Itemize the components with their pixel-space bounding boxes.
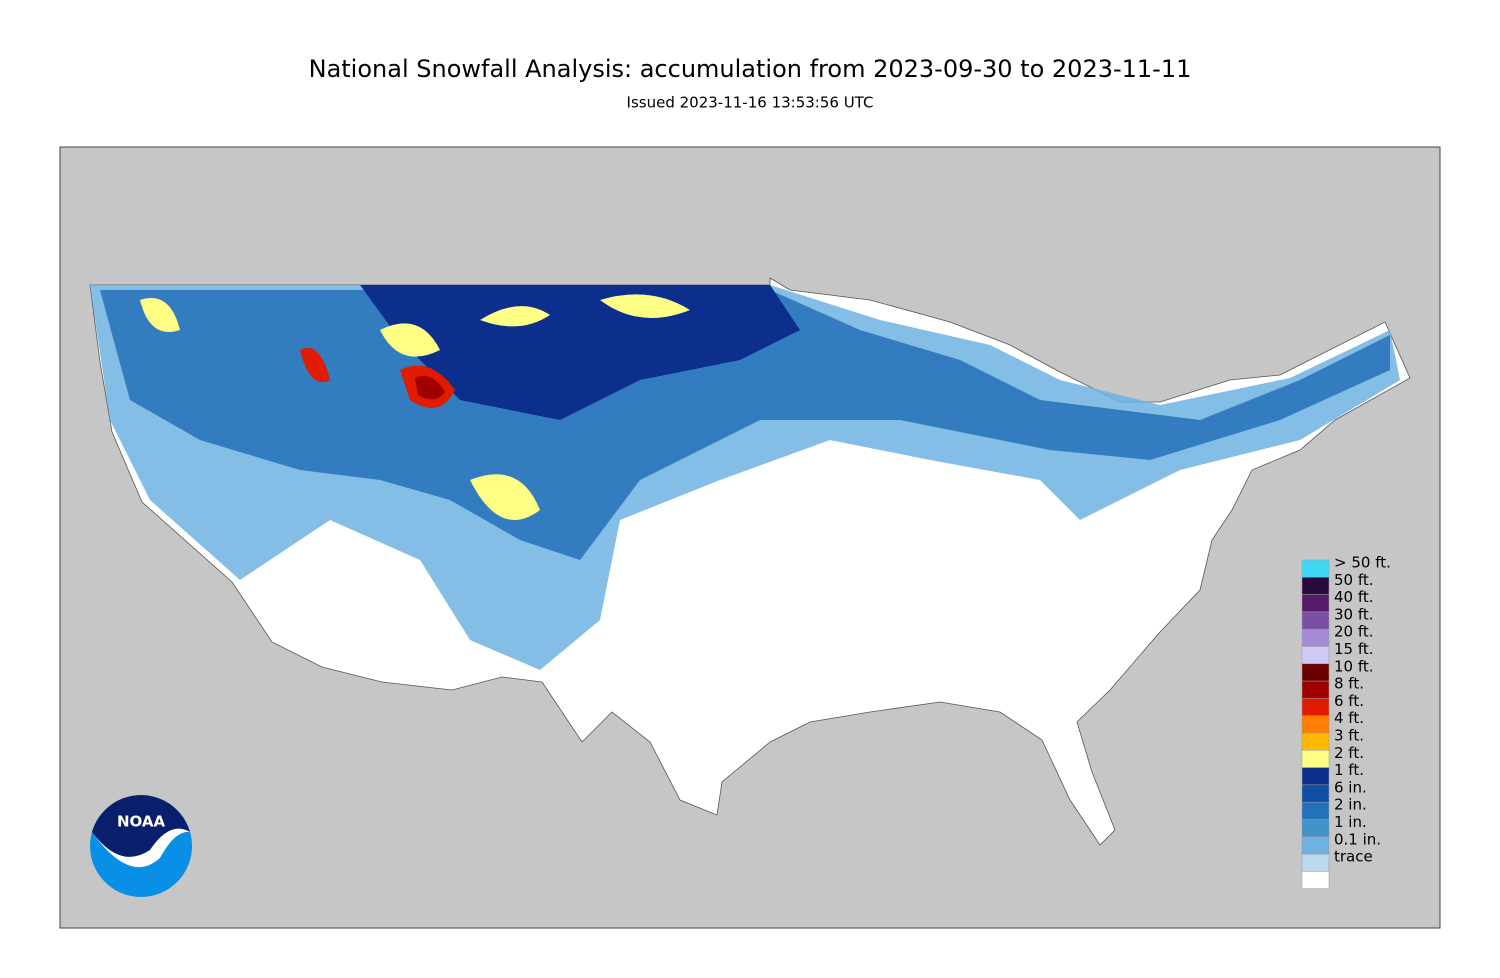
legend-label: 15 ft.	[1334, 640, 1374, 658]
legend-label: 1 in.	[1334, 813, 1367, 831]
legend-label: trace	[1334, 848, 1373, 866]
map	[59, 146, 1441, 929]
legend-swatch	[1301, 559, 1330, 578]
legend-swatch	[1301, 663, 1330, 682]
legend-swatch	[1301, 698, 1330, 716]
legend-label: 10 ft.	[1334, 657, 1374, 675]
legend-label: 50 ft.	[1334, 571, 1374, 589]
logo-swoosh	[92, 828, 190, 868]
legend-swatch	[1301, 853, 1330, 872]
legend-swatch	[1301, 646, 1330, 665]
legend-swatch	[1301, 715, 1330, 734]
legend-swatch	[1301, 611, 1330, 630]
legend-swatch	[1301, 784, 1330, 803]
snow-heavy	[140, 294, 690, 520]
legend-label: 3 ft.	[1334, 727, 1364, 745]
noaa-logo: NOAA	[90, 795, 192, 897]
legend-label: 1 ft.	[1334, 761, 1364, 779]
legend-label: 8 ft.	[1334, 675, 1364, 693]
legend-label: 2 ft.	[1334, 744, 1364, 762]
legend-swatch	[1301, 801, 1330, 820]
title: National Snowfall Analysis: accumulation…	[309, 55, 1192, 83]
legend-label: 6 ft.	[1334, 692, 1364, 710]
legend-swatch	[1301, 750, 1330, 768]
legend-swatch	[1301, 577, 1330, 595]
logo-top	[92, 795, 190, 857]
legend-swatch	[1301, 836, 1330, 855]
legend-label: 2 in.	[1334, 796, 1367, 814]
legend-swatch	[1301, 594, 1330, 613]
legend-swatch	[1301, 680, 1330, 699]
legend-label: 30 ft.	[1334, 605, 1374, 623]
legend-swatch	[1301, 732, 1330, 751]
snow-extreme-core	[415, 375, 445, 400]
legend-label: > 50 ft.	[1334, 554, 1391, 572]
subtitle: Issued 2023-11-16 13:53:56 UTC	[627, 94, 874, 112]
legend-swatch	[1301, 628, 1330, 647]
legend-swatch	[1301, 819, 1330, 838]
legend-swatch	[1301, 767, 1330, 786]
legend-swatch-base	[1301, 871, 1330, 889]
logo-text: NOAA	[117, 813, 166, 831]
legend-label: 40 ft.	[1334, 588, 1374, 606]
legend-label: 4 ft.	[1334, 709, 1364, 727]
legend-label: 6 in.	[1334, 778, 1367, 796]
snow-extreme	[300, 348, 455, 408]
legend: > 50 ft.50 ft.40 ft.30 ft.20 ft.15 ft.10…	[1301, 554, 1391, 889]
legend-label: 20 ft.	[1334, 623, 1374, 641]
snow-deep	[360, 285, 800, 420]
legend-label: 0.1 in.	[1334, 830, 1381, 848]
